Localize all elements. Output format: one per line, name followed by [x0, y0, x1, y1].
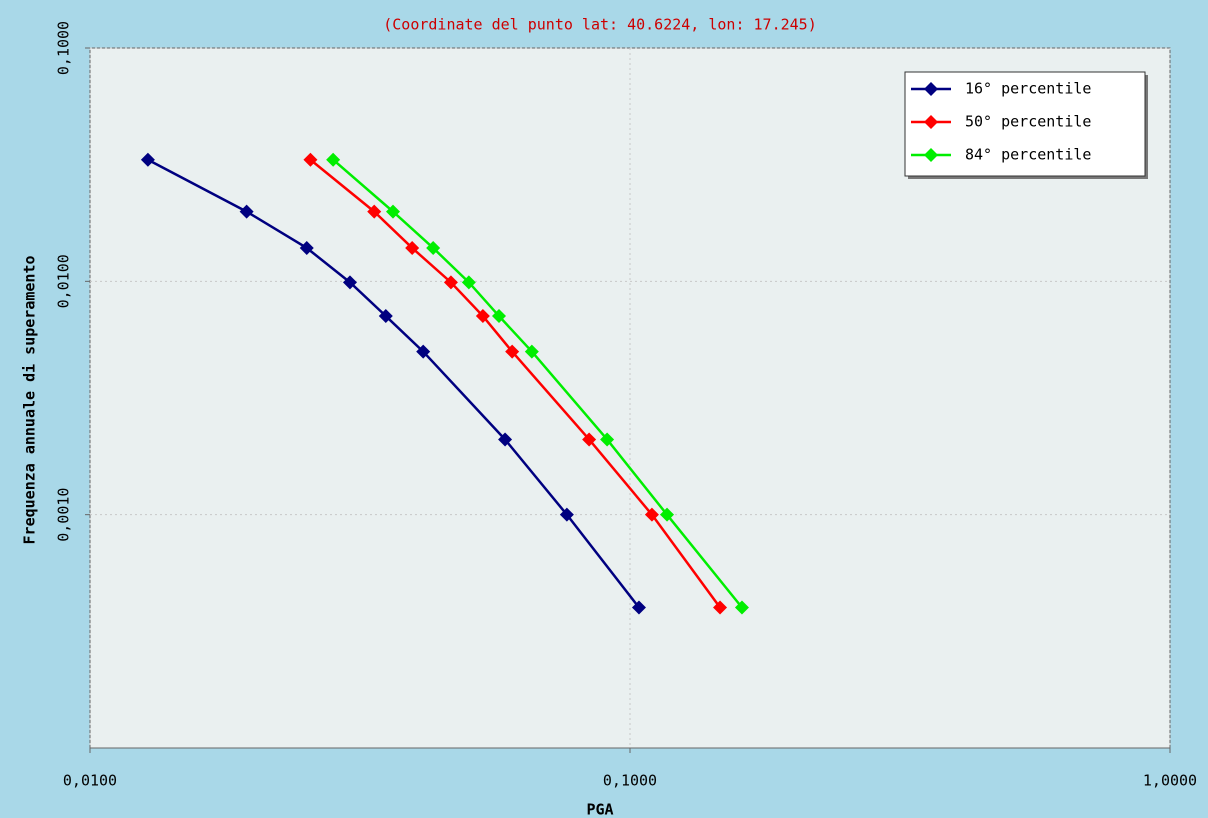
x-tick-label: 0,1000 [603, 772, 657, 790]
x-axis-label: PGA [586, 801, 613, 818]
x-tick-label: 1,0000 [1143, 772, 1197, 790]
x-tick-label: 0,0100 [63, 772, 117, 790]
page: {"chart_data": {"type": "line", "subtitl… [0, 0, 1208, 818]
y-axis-label: Frequenza annuale di superamento [21, 256, 39, 545]
y-tick-label: 0,0100 [55, 254, 73, 308]
chart-subtitle: (Coordinate del punto lat: 40.6224, lon:… [383, 16, 816, 34]
legend-label: 16° percentile [965, 80, 1091, 98]
chart: (Coordinate del punto lat: 40.6224, lon:… [0, 0, 1208, 818]
legend-label: 50° percentile [965, 113, 1091, 131]
y-tick-label: 0,1000 [55, 21, 73, 75]
legend-label: 84° percentile [965, 146, 1091, 164]
y-tick-label: 0,0010 [55, 488, 73, 542]
